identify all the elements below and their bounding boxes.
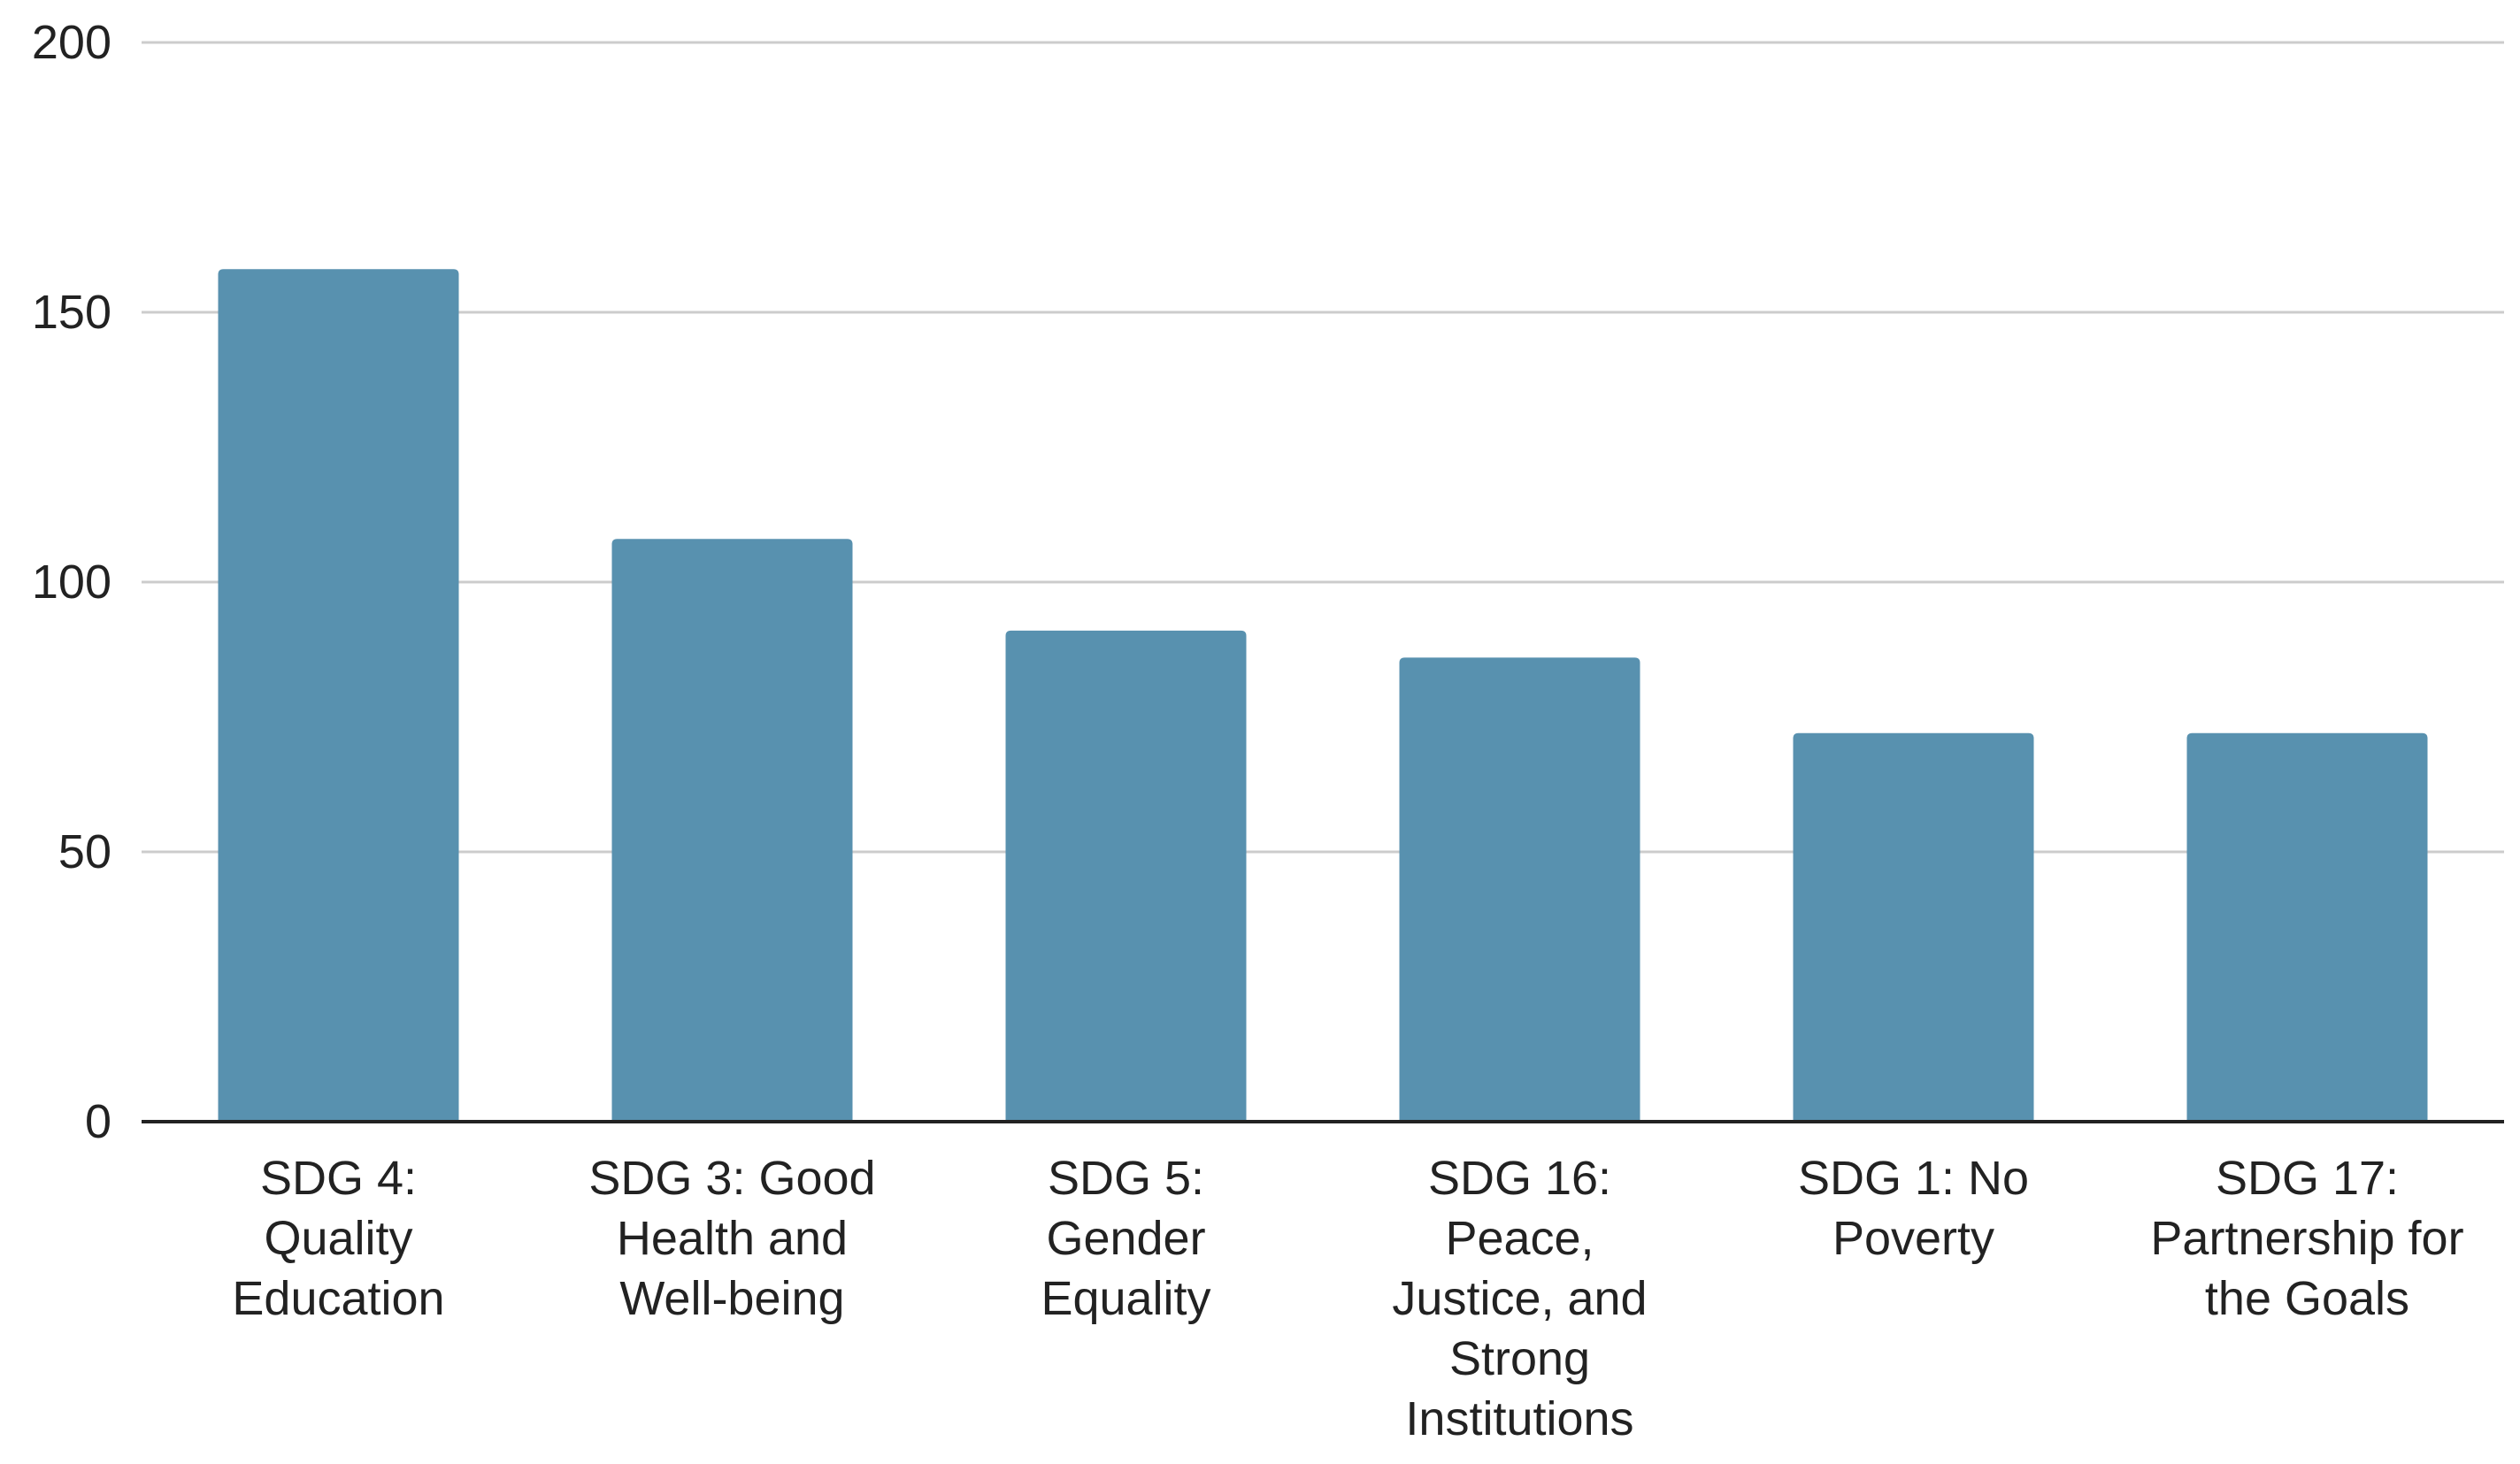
y-tick-label: 0 [85,1095,111,1148]
x-tick-label-line: SDG 1: No [1798,1152,2029,1205]
x-tick-label-line: Quality [264,1212,412,1265]
bar [1005,630,1247,1122]
x-tick-label-line: Health and [617,1212,848,1265]
x-tick-label-line: SDG 17: [2216,1152,2399,1205]
bar [1399,657,1640,1122]
bar [2186,732,2428,1122]
x-tick-label: SDG 3: Good Health and Well-being [588,1152,875,1325]
bar [1793,732,2034,1122]
x-tick-label-line: SDG 16: [1428,1152,1611,1205]
x-tick-label-line: SDG 4: [260,1152,417,1205]
x-tick-label: SDG 17: Partnership for the Goals [2150,1152,2463,1325]
bar [611,539,853,1122]
x-tick-label-line: SDG 3: Good [588,1152,875,1205]
y-tick-label: 50 [58,825,111,878]
y-tick-label: 100 [32,556,111,609]
x-tick-label-line: Gender [1046,1212,1205,1265]
x-tick-label-line: Justice, and [1392,1272,1647,1325]
x-tick-label-line: Institutions [1405,1392,1633,1445]
x-tick-label-line: Partnership for [2150,1212,2463,1265]
x-tick-label: SDG 5: Gender Equality [1041,1152,1210,1325]
x-tick-label: SDG 16: Peace, Justice, and Strong Instituti… [1392,1152,1647,1445]
gridlines [142,41,2504,854]
x-tick-label: SDG 4: Quality Education [232,1152,444,1325]
x-tick-label-line: Strong [1449,1332,1590,1385]
bars [218,269,2428,1122]
x-tick-label-line: the Goals [2205,1272,2409,1325]
x-tick-label-line: Poverty [1832,1212,1994,1265]
x-tick-label: SDG 1: No Poverty [1798,1152,2029,1265]
y-axis-tick-labels: 0 50 100 150 200 [32,16,111,1148]
x-tick-label-line: Education [232,1272,444,1325]
x-tick-label-line: Peace, [1445,1212,1594,1265]
x-tick-label-line: Well-being [619,1272,844,1325]
y-tick-label: 200 [32,16,111,69]
bar [218,269,459,1122]
x-tick-label-line: SDG 5: [1048,1152,1204,1205]
y-tick-label: 150 [32,286,111,339]
x-axis-tick-labels: SDG 4: Quality Education SDG 3: Good Health … [232,1152,2463,1445]
x-tick-label-line: Equality [1041,1272,1210,1325]
